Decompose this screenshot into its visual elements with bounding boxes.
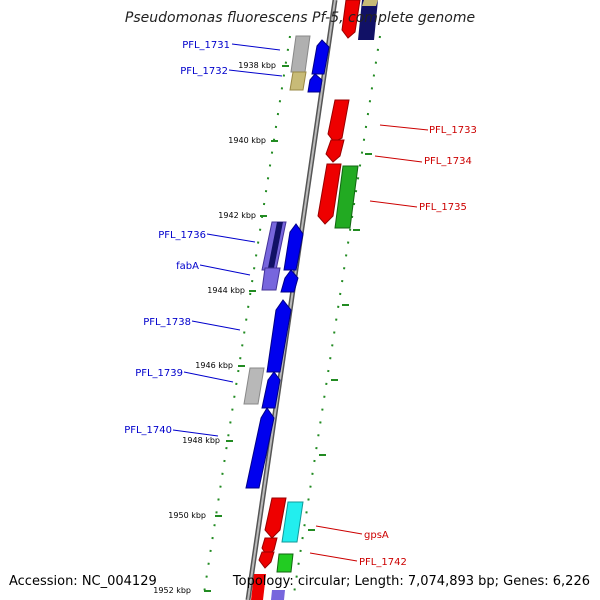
- gene-label[interactable]: PFL_1740: [124, 425, 172, 436]
- gene-arrow-pfl-1731[interactable]: [290, 35, 311, 73]
- accession-label: Accession: NC_004129: [9, 574, 157, 589]
- gene-arrow-faba[interactable]: [261, 267, 281, 291]
- gene-arrow-olive[interactable]: [362, 0, 378, 6]
- gene-arrow-purple[interactable]: [271, 590, 285, 600]
- kbp-tick-label: 1938 kbp: [238, 61, 276, 70]
- gene-arrow-pfl-1732[interactable]: [289, 71, 307, 91]
- kbp-tick-label: 1944 kbp: [207, 286, 245, 295]
- gene-arrow-blue[interactable]: [280, 269, 299, 293]
- gene-arrow-blue[interactable]: [311, 39, 330, 75]
- kbp-tick-label: 1952 kbp: [153, 586, 191, 595]
- gene-label[interactable]: PFL_1734: [424, 156, 472, 167]
- gene-label[interactable]: PFL_1736: [158, 230, 206, 241]
- gene-label[interactable]: PFL_1733: [429, 125, 477, 136]
- gene-label[interactable]: PFL_1738: [143, 317, 191, 328]
- topology-label: Topology: circular; Length: 7,074,893 bp…: [232, 574, 590, 589]
- gene-arrow-pfl-1733[interactable]: [327, 99, 350, 143]
- gene-arrow-green[interactable]: [276, 553, 294, 573]
- kbp-tick-label: 1950 kbp: [168, 511, 206, 520]
- gene-arrow-pfl-1735[interactable]: [317, 163, 342, 225]
- gene-arrow-red[interactable]: [341, 0, 361, 39]
- gene-arrow-pfl-1734[interactable]: [325, 139, 345, 163]
- kbp-tick-label: 1948 kbp: [182, 436, 220, 445]
- kbp-tick-label: 1942 kbp: [218, 211, 256, 220]
- gene-arrow-pfl-1739[interactable]: [243, 367, 265, 405]
- gene-arrow-gpsa[interactable]: [281, 501, 304, 543]
- gene-arrow-red[interactable]: [251, 574, 266, 600]
- gene-arrow-pfl-1742[interactable]: [258, 551, 275, 569]
- kbp-ticks: [204, 65, 372, 592]
- forward-leader-lines: [172, 43, 283, 437]
- gene-arrow-pfl-1738[interactable]: [266, 299, 292, 373]
- reverse-leader-lines: [309, 124, 429, 562]
- gene-label[interactable]: PFL_1732: [180, 66, 228, 77]
- gene-label[interactable]: gpsA: [364, 530, 389, 541]
- gene-arrow-dark-blue[interactable]: [358, 0, 378, 40]
- gene-arrow-dark-blue[interactable]: [268, 222, 283, 268]
- gene-arrow-blue[interactable]: [261, 371, 281, 409]
- map-title: Pseudomonas fluorescens Pf-5, complete g…: [124, 10, 476, 26]
- gene-label[interactable]: PFL_1742: [359, 557, 407, 568]
- gene-label[interactable]: PFL_1731: [182, 40, 230, 51]
- kbp-tick-label: 1946 kbp: [195, 361, 233, 370]
- gene-arrow-pfl-1740[interactable]: [245, 407, 275, 489]
- gene-label[interactable]: PFL_1739: [135, 368, 183, 379]
- gene-label[interactable]: fabA: [176, 261, 199, 272]
- gene-arrow-blue[interactable]: [283, 223, 304, 271]
- kbp-tick-label: 1940 kbp: [228, 136, 266, 145]
- gene-arrow-blue[interactable]: [307, 73, 323, 93]
- gene-label[interactable]: PFL_1735: [419, 202, 467, 213]
- gene-arrow-green[interactable]: [334, 165, 359, 229]
- gene-arrow-red[interactable]: [264, 497, 287, 539]
